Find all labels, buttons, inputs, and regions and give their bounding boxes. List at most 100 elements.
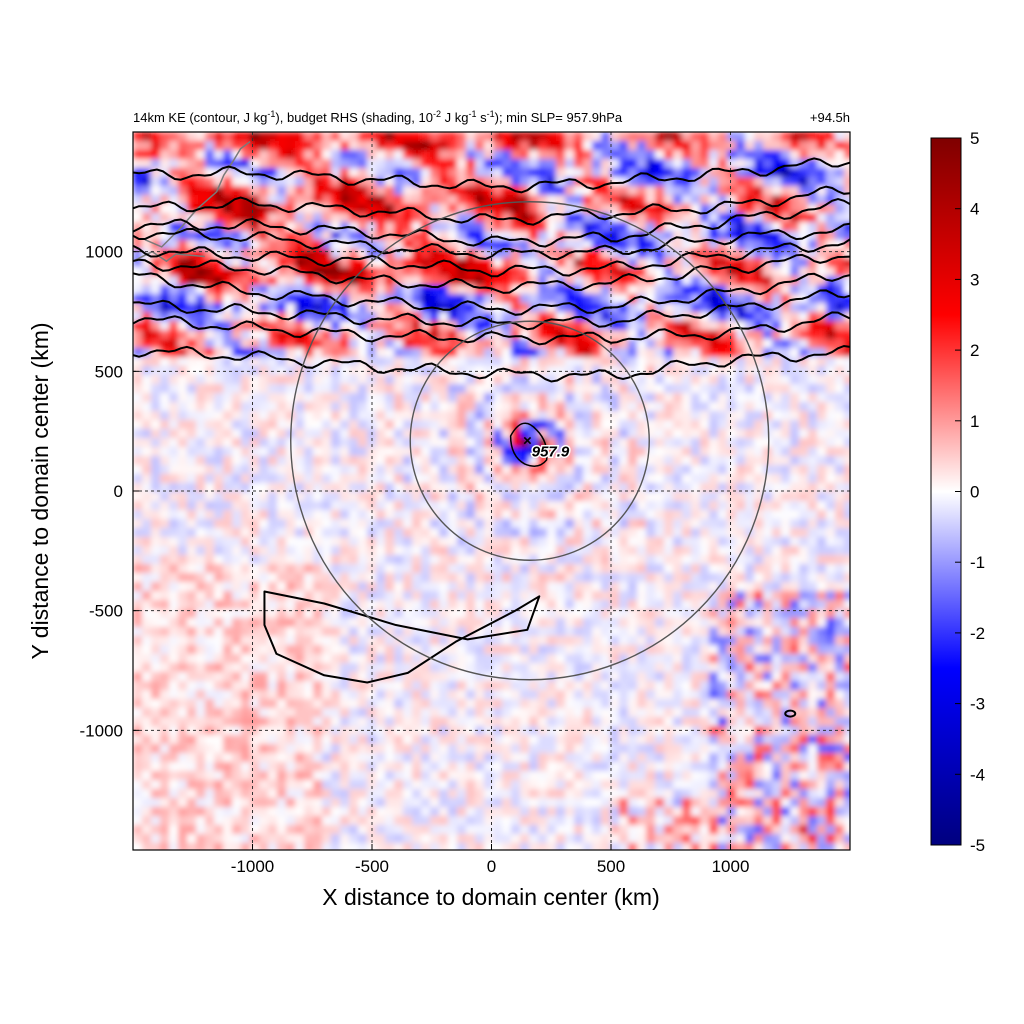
shading-cell bbox=[223, 609, 233, 619]
shading-cell bbox=[205, 618, 215, 628]
shading-cell bbox=[772, 249, 782, 259]
shading-cell bbox=[619, 195, 629, 205]
shading-cell bbox=[232, 555, 242, 565]
shading-cell bbox=[835, 528, 845, 538]
shading-cell bbox=[340, 510, 350, 520]
shading-cell bbox=[511, 195, 521, 205]
shading-cell bbox=[709, 645, 719, 655]
shading-cell bbox=[466, 222, 476, 232]
shading-cell bbox=[448, 681, 458, 691]
shading-cell bbox=[241, 258, 251, 268]
shading-cell bbox=[682, 600, 692, 610]
shading-cell bbox=[277, 195, 287, 205]
shading-cell bbox=[511, 312, 521, 322]
shading-cell bbox=[349, 492, 359, 502]
shading-cell bbox=[547, 654, 557, 664]
shading-cell bbox=[745, 321, 755, 331]
shading-cell bbox=[376, 429, 386, 439]
shading-cell bbox=[160, 654, 170, 664]
shading-cell bbox=[241, 438, 251, 448]
shading-cell bbox=[781, 132, 791, 142]
shading-cell bbox=[817, 294, 827, 304]
shading-cell bbox=[646, 663, 656, 673]
shading-cell bbox=[169, 420, 179, 430]
shading-cell bbox=[394, 492, 404, 502]
shading-cell bbox=[304, 348, 314, 358]
shading-cell bbox=[322, 375, 332, 385]
shading-cell bbox=[808, 141, 818, 151]
shading-cell bbox=[178, 312, 188, 322]
shading-cell bbox=[142, 312, 152, 322]
shading-cell bbox=[331, 213, 341, 223]
shading-cell bbox=[142, 321, 152, 331]
shading-cell bbox=[304, 465, 314, 475]
shading-cell bbox=[682, 339, 692, 349]
shading-cell bbox=[187, 141, 197, 151]
shading-cell bbox=[205, 609, 215, 619]
shading-cell bbox=[601, 213, 611, 223]
shading-cell bbox=[439, 339, 449, 349]
shading-cell bbox=[376, 384, 386, 394]
shading-cell bbox=[448, 366, 458, 376]
shading-cell bbox=[457, 456, 467, 466]
shading-cell bbox=[223, 366, 233, 376]
shading-cell bbox=[736, 303, 746, 313]
shading-cell bbox=[304, 231, 314, 241]
shading-cell bbox=[601, 429, 611, 439]
shading-cell bbox=[304, 654, 314, 664]
shading-cell bbox=[133, 402, 143, 412]
shading-cell bbox=[655, 555, 665, 565]
shading-cell bbox=[142, 501, 152, 511]
shading-cell bbox=[700, 663, 710, 673]
shading-cell bbox=[241, 591, 251, 601]
shading-cell bbox=[709, 609, 719, 619]
shading-cell bbox=[259, 339, 269, 349]
shading-cell bbox=[772, 411, 782, 421]
shading-cell bbox=[475, 375, 485, 385]
shading-cell bbox=[259, 168, 269, 178]
shading-cell bbox=[790, 330, 800, 340]
shading-cell bbox=[493, 177, 503, 187]
shading-cell bbox=[196, 366, 206, 376]
shading-cell bbox=[736, 357, 746, 367]
shading-cell bbox=[133, 231, 143, 241]
shading-cell bbox=[484, 132, 494, 142]
shading-cell bbox=[493, 609, 503, 619]
shading-cell bbox=[151, 321, 161, 331]
shading-cell bbox=[259, 375, 269, 385]
shading-cell bbox=[178, 672, 188, 682]
shading-cell bbox=[835, 204, 845, 214]
shading-cell bbox=[637, 672, 647, 682]
shading-cell bbox=[565, 447, 575, 457]
shading-cell bbox=[799, 276, 809, 286]
shading-cell bbox=[790, 411, 800, 421]
shading-cell bbox=[232, 411, 242, 421]
shading-cell bbox=[835, 591, 845, 601]
shading-cell bbox=[673, 546, 683, 556]
shading-cell bbox=[160, 609, 170, 619]
shading-cell bbox=[790, 645, 800, 655]
shading-cell bbox=[430, 465, 440, 475]
shading-cell bbox=[331, 447, 341, 457]
shading-cell bbox=[250, 159, 260, 169]
shading-cell bbox=[628, 645, 638, 655]
shading-cell bbox=[592, 438, 602, 448]
shading-cell bbox=[583, 510, 593, 520]
shading-cell bbox=[682, 456, 692, 466]
shading-cell bbox=[322, 267, 332, 277]
shading-cell bbox=[394, 249, 404, 259]
shading-cell bbox=[547, 348, 557, 358]
shading-cell bbox=[835, 465, 845, 475]
shading-cell bbox=[340, 501, 350, 511]
shading-cell bbox=[826, 357, 836, 367]
shading-cell bbox=[286, 339, 296, 349]
shading-cell bbox=[439, 438, 449, 448]
shading-cell bbox=[781, 510, 791, 520]
shading-cell bbox=[610, 186, 620, 196]
shading-cell bbox=[619, 393, 629, 403]
shading-cell bbox=[214, 276, 224, 286]
shading-cell bbox=[403, 564, 413, 574]
shading-cell bbox=[268, 483, 278, 493]
shading-cell bbox=[160, 186, 170, 196]
shading-cell bbox=[259, 663, 269, 673]
